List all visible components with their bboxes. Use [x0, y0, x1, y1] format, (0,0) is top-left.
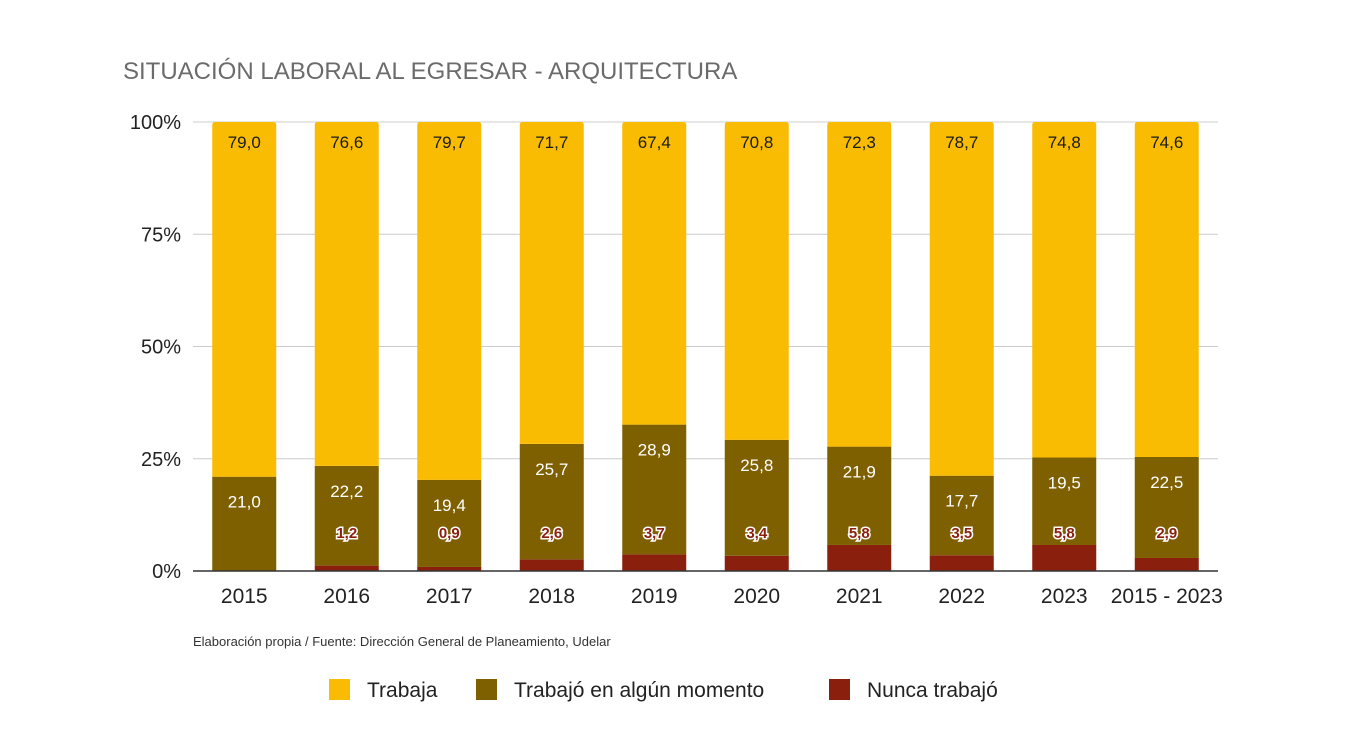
data-label: 3,4: [746, 525, 768, 542]
data-label: 74,8: [1048, 133, 1081, 152]
x-tick-label: 2020: [733, 585, 780, 608]
data-label: 21,0: [228, 493, 261, 512]
data-label: 78,7: [945, 133, 978, 152]
data-label: 0,9: [439, 525, 460, 542]
y-axis-ticks: 0% 25% 50% 75% 100%: [130, 112, 181, 583]
legend-label: Trabajó en algún momento: [514, 679, 764, 702]
bar-group: 70,8 25,8 3,4: [724, 122, 789, 571]
data-label: 25,8: [740, 456, 773, 475]
bar-segment: [827, 446, 892, 545]
x-axis-ticks: 2015 2016 2017 2018 2019 2020 2021 2022 2023 2015…: [221, 585, 1223, 608]
data-label: 5,8: [849, 525, 870, 542]
bar-group: 79,7 19,4 0,9: [417, 122, 482, 571]
data-label: 2,9: [1156, 525, 1177, 542]
data-label: 72,3: [843, 133, 876, 152]
y-tick-label: 0%: [152, 561, 181, 583]
bar-segment: [1032, 457, 1097, 545]
data-label: 25,7: [535, 460, 568, 479]
bar-group: 72,3 21,9 5,8: [827, 122, 892, 571]
y-tick-label: 100%: [130, 112, 181, 134]
bar-segment: [622, 122, 687, 425]
data-label: 3,5: [951, 525, 972, 542]
bar-group: 67,4 28,9 3,7: [622, 122, 687, 571]
x-tick-label: 2015 - 2023: [1111, 585, 1223, 608]
bar-segment: [519, 443, 584, 560]
data-label: 22,2: [330, 482, 363, 501]
x-tick-label: 2018: [528, 585, 575, 608]
bar-segment: [724, 122, 789, 440]
data-label: 2,6: [541, 525, 562, 542]
source-note: Elaboración propia / Fuente: Dirección G…: [193, 634, 611, 649]
data-label: 17,7: [945, 492, 978, 511]
bar-segment: [519, 559, 584, 571]
bar-group: 76,6 22,2 1,2: [314, 122, 379, 571]
bar-segment: [314, 122, 379, 466]
x-tick-label: 2023: [1041, 585, 1088, 608]
data-label: 5,8: [1054, 525, 1075, 542]
x-tick-label: 2015: [221, 585, 268, 608]
legend-label: Trabaja: [367, 679, 438, 702]
data-label: 79,7: [433, 133, 466, 152]
data-label: 79,0: [228, 133, 261, 152]
bar-segment: [827, 544, 892, 571]
legend: Trabaja Trabajó en algún momento Nunca tra…: [329, 679, 998, 702]
x-tick-label: 2017: [426, 585, 473, 608]
legend-swatch: [829, 679, 850, 700]
bar-segment: [724, 555, 789, 571]
y-tick-label: 25%: [141, 449, 181, 471]
bar-segment: [929, 122, 994, 476]
x-tick-label: 2019: [631, 585, 678, 608]
bar-segment: [417, 479, 482, 567]
x-tick-label: 2022: [938, 585, 985, 608]
bar-segment: [1134, 557, 1199, 571]
bar-segment: [314, 465, 379, 566]
data-label: 22,5: [1150, 473, 1183, 492]
legend-label: Nunca trabajó: [867, 679, 998, 702]
bars: 79,0 21,0 76,6 22,2 1,2 79,7 19,4 0,9 71,7 25,7 2,…: [212, 122, 1199, 571]
chart-title: SITUACIÓN LABORAL AL EGRESAR - ARQUITECT…: [123, 58, 737, 85]
legend-swatch: [329, 679, 350, 700]
data-label: 71,7: [535, 133, 568, 152]
x-tick-label: 2016: [323, 585, 370, 608]
data-label: 74,6: [1150, 133, 1183, 152]
bar-segment: [417, 122, 482, 480]
data-label: 76,6: [330, 133, 363, 152]
bar-segment: [1134, 456, 1199, 558]
bar-segment: [622, 554, 687, 571]
bar-group: 74,8 19,5 5,8: [1032, 122, 1097, 571]
bar-segment: [519, 122, 584, 444]
data-label: 19,4: [433, 496, 466, 515]
bar-segment: [1134, 122, 1199, 457]
bar-segment: [417, 566, 482, 571]
bar-segment: [1032, 544, 1097, 571]
bar-segment: [724, 439, 789, 556]
bar-segment: [827, 122, 892, 447]
bar-segment: [622, 424, 687, 555]
y-tick-label: 75%: [141, 224, 181, 246]
bar-group: 74,6 22,5 2,9: [1134, 122, 1199, 571]
x-tick-label: 2021: [836, 585, 883, 608]
legend-swatch: [476, 679, 497, 700]
bar-segment: [212, 476, 277, 571]
data-label: 3,7: [644, 525, 665, 542]
data-label: 21,9: [843, 463, 876, 482]
bar-segment: [929, 475, 994, 556]
bar-group: 78,7 17,7 3,5: [929, 122, 994, 571]
data-label: 70,8: [740, 133, 773, 152]
bar-group: 71,7 25,7 2,6: [519, 122, 584, 571]
data-label: 19,5: [1048, 474, 1081, 493]
bar-segment: [1032, 122, 1097, 458]
y-tick-label: 50%: [141, 337, 181, 359]
data-label: 28,9: [638, 441, 671, 460]
bar-segment: [314, 565, 379, 571]
bar-segment: [212, 122, 277, 477]
data-label: 67,4: [638, 133, 671, 152]
bar-segment: [929, 555, 994, 571]
bar-group: 79,0 21,0: [212, 122, 277, 571]
data-label: 1,2: [336, 525, 357, 542]
